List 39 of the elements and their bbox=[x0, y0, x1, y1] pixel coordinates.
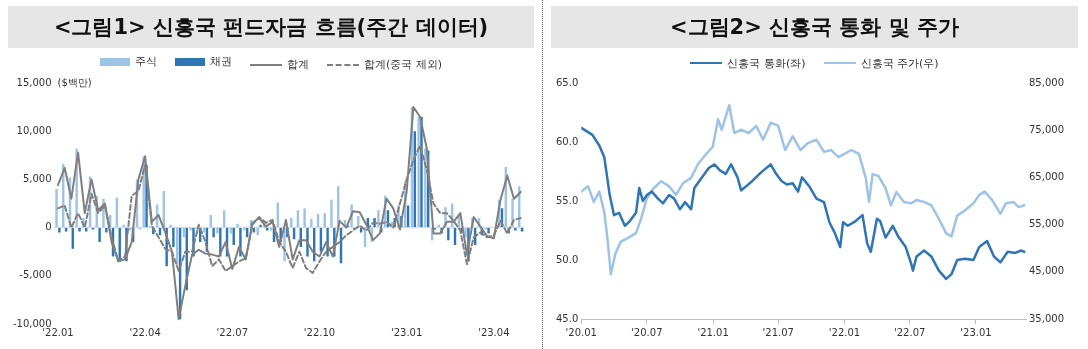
y2-tick-label: 85,000 bbox=[1029, 76, 1065, 88]
x-tick-label: '20.01 bbox=[565, 326, 597, 338]
x-tick-label: '21.01 bbox=[697, 326, 729, 338]
y-tick-label: 60.0 bbox=[556, 135, 579, 147]
legend-label: 신흥국 통화(좌) bbox=[727, 55, 806, 71]
x-tick-label: '23.04 bbox=[478, 326, 510, 338]
y-tick-label: -5,000 bbox=[19, 269, 52, 281]
y2-tick-label: 75,000 bbox=[1029, 123, 1065, 135]
legend-label: 채권 bbox=[209, 54, 232, 69]
y-tick-label: 10,000 bbox=[16, 124, 52, 136]
x-tick-label: '23.01 bbox=[960, 326, 992, 338]
legend-label: 주식 bbox=[134, 54, 157, 69]
y2-tick-label: 65,000 bbox=[1029, 170, 1065, 182]
y2-tick-label: 35,000 bbox=[1029, 312, 1065, 324]
y2-tick-label: 45,000 bbox=[1029, 265, 1065, 277]
x-tick-label: '22.10 bbox=[303, 326, 336, 338]
legend-label: 합계(중국 제외) bbox=[363, 57, 443, 72]
x-tick-label: '21.07 bbox=[762, 326, 794, 338]
y-tick-label: 5,000 bbox=[22, 172, 52, 184]
y-tick-label: 15,000 bbox=[16, 76, 52, 88]
y-tick-label: 0 bbox=[45, 221, 52, 233]
x-tick-label: '22.07 bbox=[216, 326, 248, 338]
y-tick-label: 55.0 bbox=[556, 194, 579, 206]
x-tick-label: '22.07 bbox=[894, 326, 926, 338]
x-tick-label: '20.07 bbox=[631, 326, 663, 338]
x-tick-label: '22.04 bbox=[129, 326, 161, 338]
chart-title: <그림1> 신흥국 펀드자금 흐름(주간 데이터) bbox=[8, 6, 534, 48]
y-axis-title: ($백만) bbox=[57, 76, 92, 88]
x-tick-label: '22.01 bbox=[828, 326, 861, 338]
x-tick-label: '23.01 bbox=[390, 326, 423, 338]
y2-tick-label: 55,000 bbox=[1029, 218, 1065, 230]
y-tick-label: 50.0 bbox=[556, 253, 579, 265]
legend-label: 합계 bbox=[286, 57, 309, 72]
y-tick-label: 65.0 bbox=[556, 76, 579, 88]
y-tick-label: -10,000 bbox=[12, 317, 52, 329]
legend-label: 신흥국 주가(우) bbox=[860, 55, 939, 71]
x-tick-label: '22.01 bbox=[42, 326, 74, 338]
y-tick-label: 45.0 bbox=[556, 312, 579, 324]
chart-title: <그림2> 신흥국 통화 및 주가 bbox=[551, 6, 1078, 48]
